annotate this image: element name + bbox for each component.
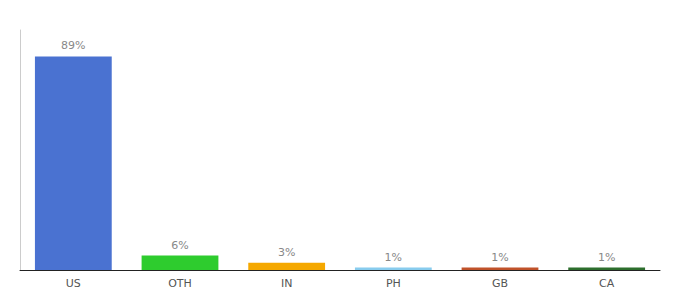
- svg-text:1%: 1%: [385, 251, 402, 264]
- svg-text:IN: IN: [281, 277, 292, 290]
- svg-text:PH: PH: [386, 277, 401, 290]
- svg-text:1%: 1%: [491, 251, 508, 264]
- svg-text:US: US: [66, 277, 81, 290]
- svg-text:89%: 89%: [61, 39, 85, 52]
- svg-text:3%: 3%: [278, 246, 295, 259]
- svg-text:CA: CA: [599, 277, 615, 290]
- svg-text:OTH: OTH: [168, 277, 192, 290]
- svg-text:6%: 6%: [171, 239, 188, 252]
- svg-text:1%: 1%: [598, 251, 615, 264]
- svg-text:GB: GB: [492, 277, 508, 290]
